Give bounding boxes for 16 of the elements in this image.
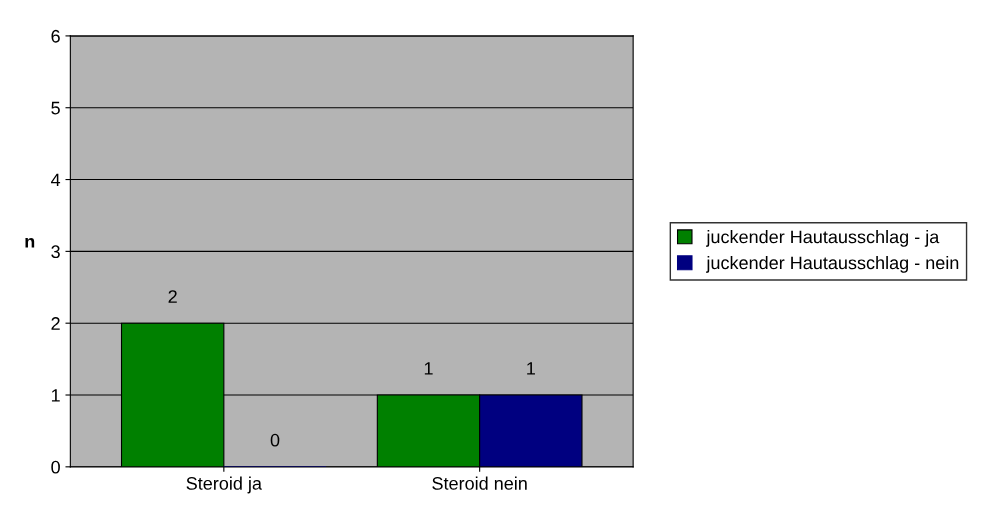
y-tick-label: 2 [51,317,60,330]
x-tick-label: Steroid ja [186,476,262,494]
data-label: 1 [424,362,433,375]
legend-label: juckender Hautausschlag - nein [705,255,959,273]
y-tick-label: 1 [51,389,60,402]
data-label: 0 [270,433,280,447]
y-tick-label: 0 [51,460,60,474]
y-axis-title: n [25,237,35,248]
x-tick-label: Steroid nein [432,476,527,490]
y-tick-label: 4 [51,173,61,187]
data-label: 2 [168,290,177,303]
data-label: 1 [527,362,535,375]
legend-label: juckender Hautausschlag - ja [705,230,940,247]
y-tick-label: 3 [51,245,60,259]
y-tick-label: 5 [51,101,60,115]
y-tick-label: 6 [51,29,60,43]
